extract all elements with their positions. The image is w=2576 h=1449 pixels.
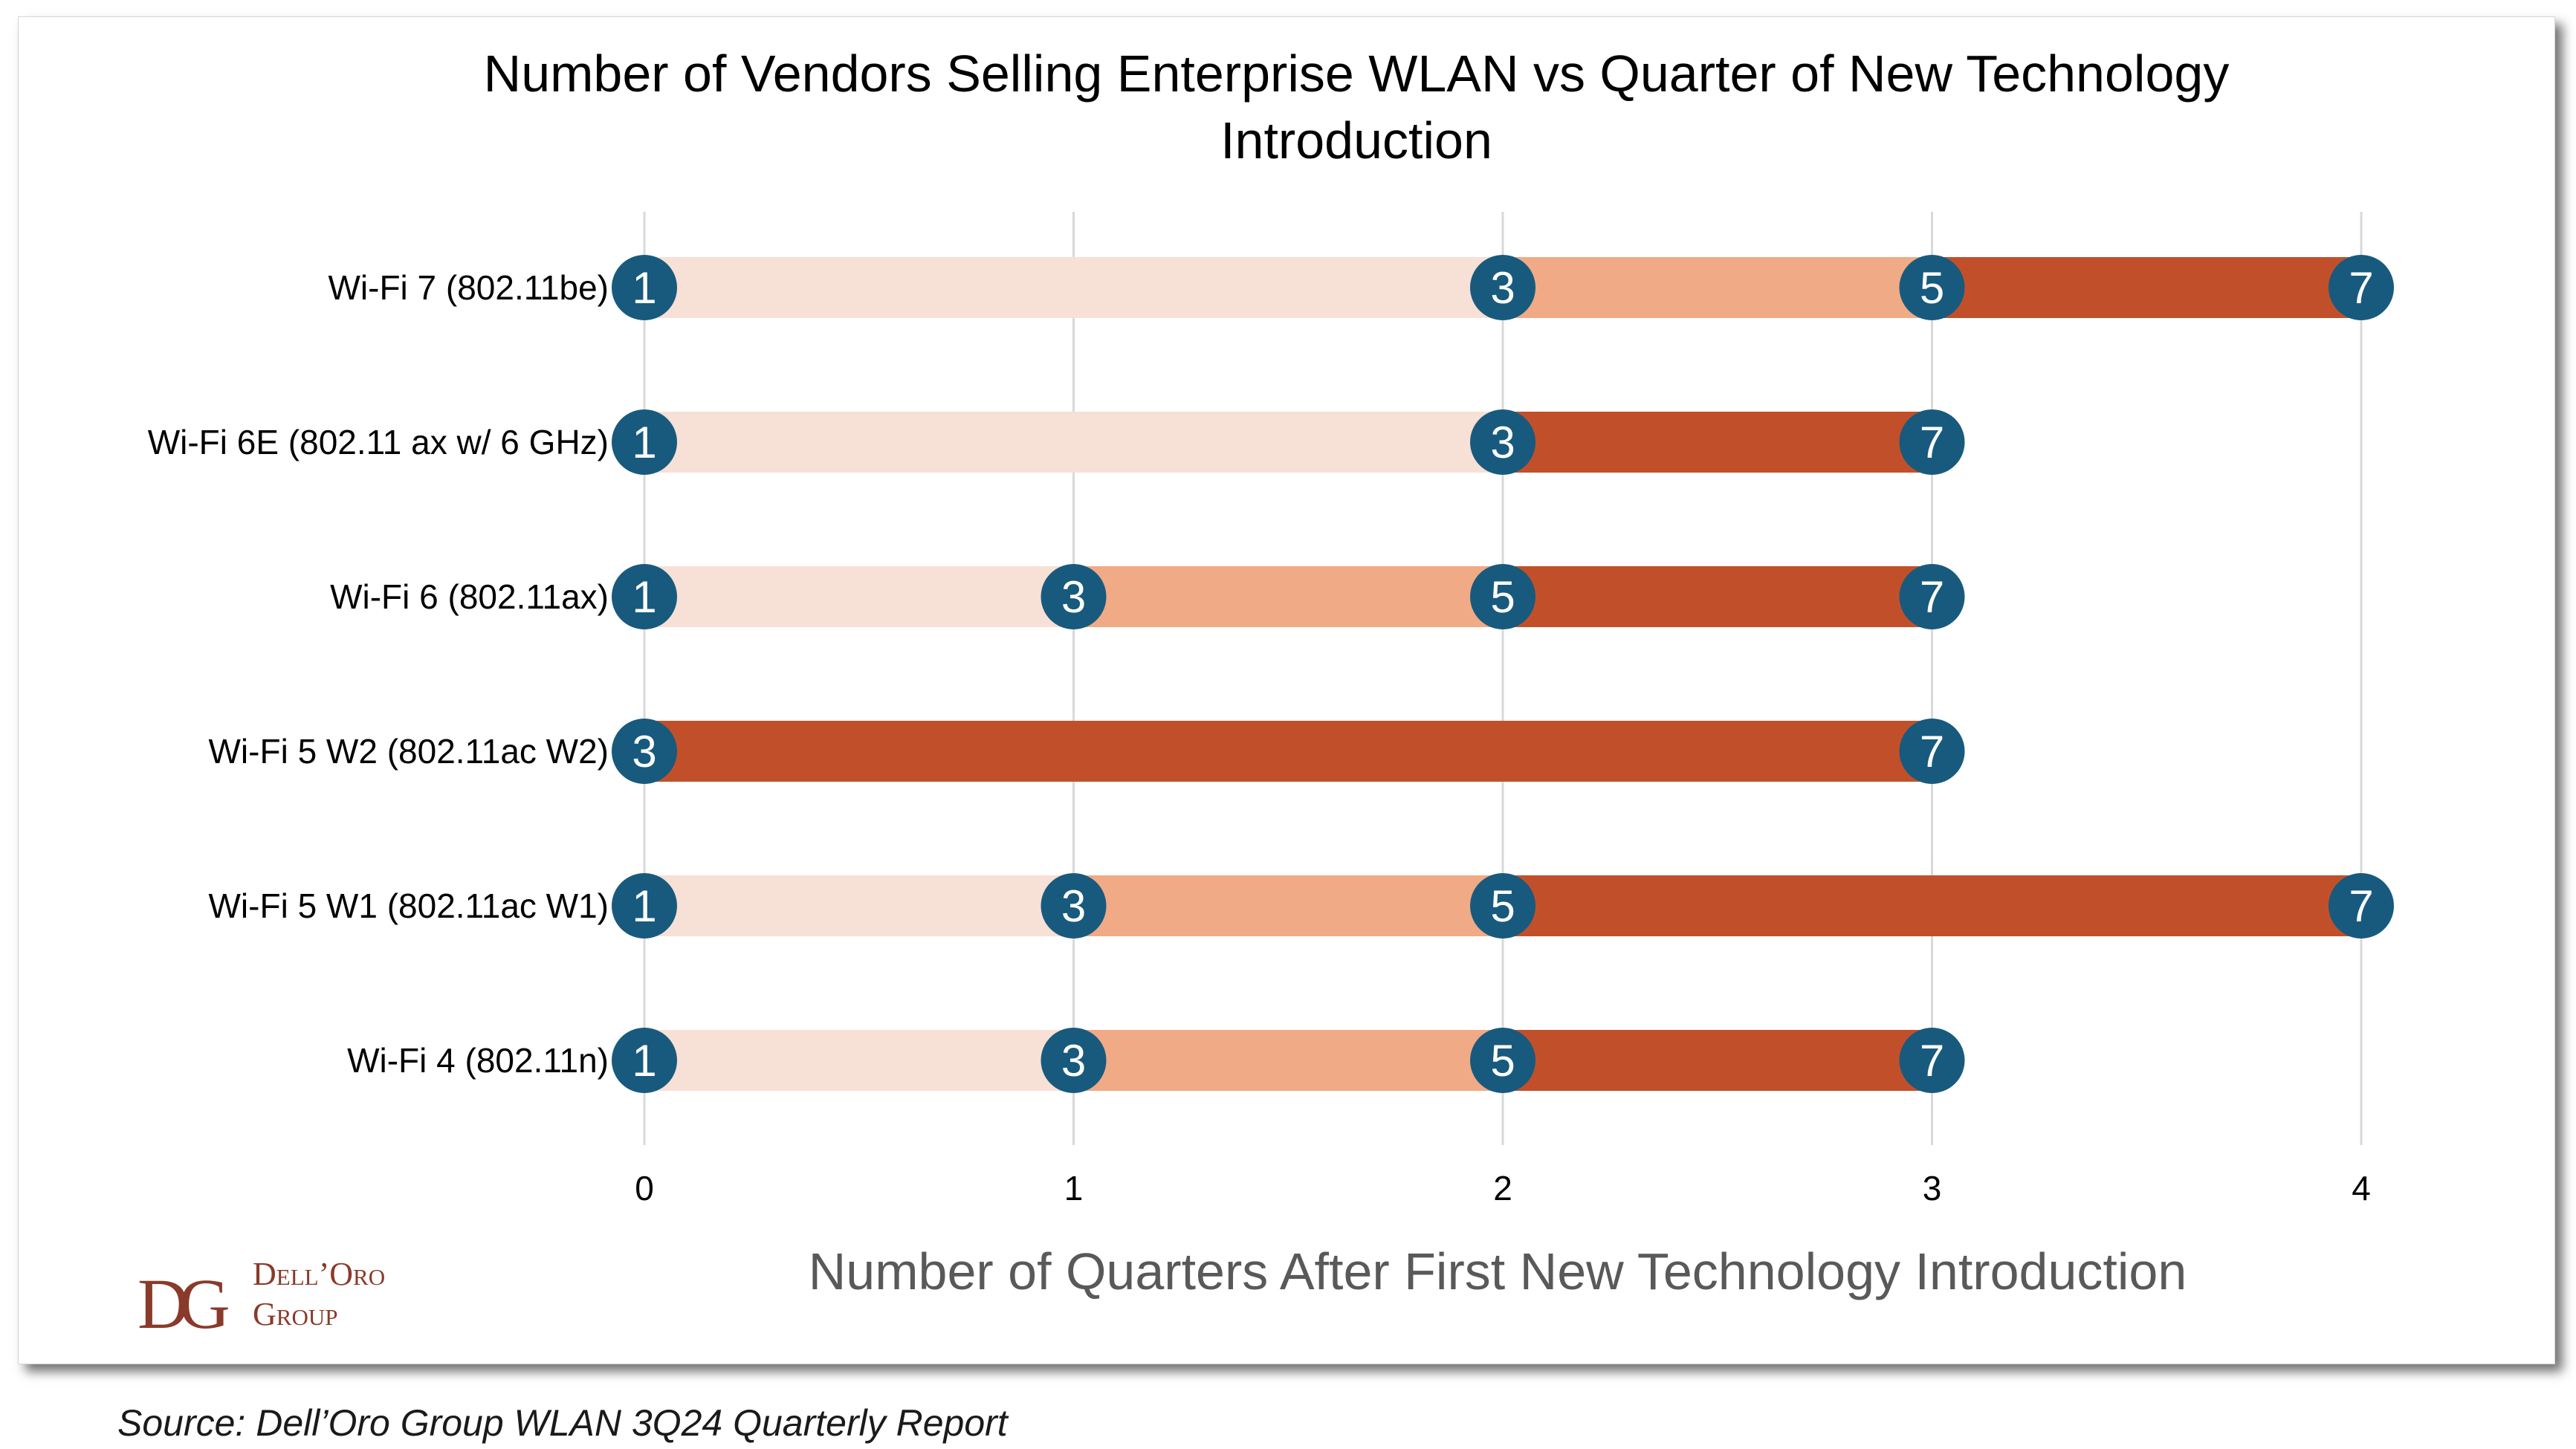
bar-segment xyxy=(644,721,1932,782)
vendor-count-label: 5 xyxy=(1920,263,1944,313)
bar-segment xyxy=(1073,566,1503,627)
vendor-count-label: 7 xyxy=(1920,1036,1944,1086)
chart-panel: Number of Vendors Selling Enterprise WLA… xyxy=(18,16,2555,1364)
category-label: Wi-Fi 6 (802.11ax) xyxy=(330,577,609,616)
vendor-marker xyxy=(612,255,677,320)
category-label: Wi-Fi 5 W2 (802.11ac W2) xyxy=(209,732,609,771)
category-label: Wi-Fi 5 W1 (802.11ac W1) xyxy=(209,886,609,925)
vendor-marker xyxy=(1470,873,1535,939)
vendor-count-label: 7 xyxy=(1920,727,1944,777)
vendor-marker xyxy=(612,873,677,939)
bar-row: 1 3 7 xyxy=(612,409,1965,475)
bar-segment xyxy=(1073,1030,1503,1091)
bar-segment xyxy=(644,257,1503,318)
vendor-count-label: 7 xyxy=(1920,418,1944,467)
vendor-count-label: 1 xyxy=(632,263,656,313)
vendor-marker xyxy=(612,564,677,629)
bar-segment xyxy=(644,412,1503,473)
vendor-count-label: 1 xyxy=(632,881,656,931)
vendor-count-label: 3 xyxy=(632,727,656,777)
vendor-count-label: 3 xyxy=(1061,1036,1086,1086)
x-tick-label: 1 xyxy=(1064,1169,1084,1208)
vendor-marker xyxy=(612,719,677,784)
vendor-marker xyxy=(1470,564,1535,629)
vendor-count-label: 7 xyxy=(2349,263,2373,313)
bar-segment xyxy=(1503,566,1932,627)
vendor-marker xyxy=(1899,564,1965,629)
vendor-marker xyxy=(1041,873,1107,939)
category-label: Wi-Fi 7 (802.11be) xyxy=(328,268,609,307)
bar-row: 1 3 5 7 xyxy=(612,564,1965,629)
x-tick-label: 3 xyxy=(1923,1169,1942,1208)
vendor-marker xyxy=(2329,873,2394,939)
vendor-marker xyxy=(1041,564,1107,629)
x-tick-label: 2 xyxy=(1493,1169,1512,1208)
vendor-marker xyxy=(1899,409,1965,475)
logo-line1: Dell’Oro xyxy=(253,1256,385,1292)
vendor-marker xyxy=(1899,1028,1965,1093)
vendor-count-label: 5 xyxy=(1490,1036,1515,1086)
x-tick-label: 0 xyxy=(635,1169,654,1208)
category-labels: Wi-Fi 7 (802.11be) Wi-Fi 6E (802.11 ax w/… xyxy=(148,268,609,1080)
vendor-marker xyxy=(1470,1028,1535,1093)
vendor-count-label: 1 xyxy=(632,418,656,467)
dell-oro-logo: DG Dell’Oro Group xyxy=(137,1256,385,1343)
vendor-count-label: 3 xyxy=(1490,418,1515,467)
vendor-marker xyxy=(1470,255,1535,320)
vendor-marker xyxy=(1899,719,1965,784)
x-axis-title: Number of Quarters After First New Techn… xyxy=(809,1242,2187,1300)
bar-segment xyxy=(644,566,1074,627)
vendor-marker xyxy=(612,409,677,475)
bar-segment xyxy=(1932,257,2361,318)
bar-segment xyxy=(1503,875,2361,936)
vendor-count-label: 3 xyxy=(1061,881,1086,931)
vendor-count-label: 1 xyxy=(632,1036,656,1086)
vendor-marker xyxy=(1041,1028,1107,1093)
vendor-count-label: 5 xyxy=(1490,572,1515,622)
bar-segment xyxy=(644,875,1074,936)
vendor-marker xyxy=(1899,255,1965,320)
bar-segment xyxy=(1503,412,1932,473)
source-note: Source: Dell’Oro Group WLAN 3Q24 Quarter… xyxy=(117,1402,1008,1444)
category-label: Wi-Fi 6E (802.11 ax w/ 6 GHz) xyxy=(148,423,609,461)
chart-title-line: Introduction xyxy=(1220,111,1492,169)
vendor-count-label: 3 xyxy=(1061,572,1086,622)
vendor-count-label: 3 xyxy=(1490,263,1515,313)
vendor-count-label: 7 xyxy=(1920,572,1944,622)
bars: 1 3 5 71 3 71 3 5 73 71 3 5 71 3 5 7 xyxy=(612,255,2394,1093)
grid-lines xyxy=(643,212,2363,1145)
vendor-count-label: 7 xyxy=(2349,881,2373,931)
x-tick-label: 4 xyxy=(2352,1169,2371,1208)
bar-row: 1 3 5 7 xyxy=(612,1028,1965,1093)
bar-segment xyxy=(1073,875,1503,936)
vendor-marker xyxy=(612,1028,677,1093)
vendor-marker xyxy=(2329,255,2394,320)
bar-segment xyxy=(1503,1030,1932,1091)
logo-monogram: DG xyxy=(137,1264,228,1343)
chart-svg: Number of Vendors Selling Enterprise WLA… xyxy=(137,45,2394,1343)
bar-segment xyxy=(644,1030,1074,1091)
bar-row: 1 3 5 7 xyxy=(612,873,2394,939)
vendor-count-label: 1 xyxy=(632,572,656,622)
bar-segment xyxy=(1503,257,1932,318)
logo-line2: Group xyxy=(253,1296,337,1332)
vendor-count-label: 5 xyxy=(1490,881,1515,931)
vendor-marker xyxy=(1470,409,1535,475)
chart-title-line: Number of Vendors Selling Enterprise WLA… xyxy=(484,45,2230,103)
bar-row: 1 3 5 7 xyxy=(612,255,2394,320)
chart-title: Number of Vendors Selling Enterprise WLA… xyxy=(484,45,2230,169)
x-axis-ticks: 0 1 2 3 4 xyxy=(635,1169,2371,1208)
category-label: Wi-Fi 4 (802.11n) xyxy=(347,1041,609,1080)
